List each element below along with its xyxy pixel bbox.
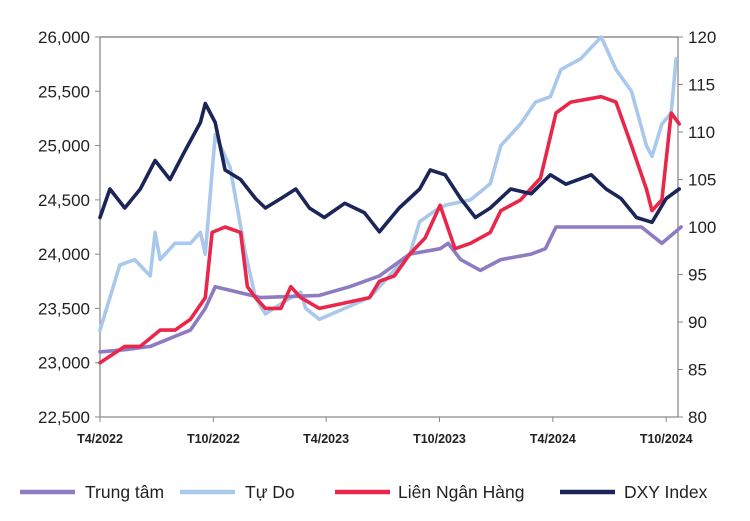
y-tick-label: 25,500	[38, 82, 90, 101]
legend: Tự Do Trung tâm Liên Ngân Hàng DXY Index	[20, 482, 708, 502]
legend-label: Liên Ngân Hàng	[398, 482, 524, 502]
legend-item: Trung tâm	[20, 482, 164, 502]
x-tick-label: T4/2022	[77, 432, 123, 446]
legend-item: DXY Index	[560, 482, 708, 502]
y2-tick-label: 95	[688, 266, 707, 285]
y2-tick-label: 120	[688, 28, 716, 47]
series-line-tự-do	[98, 35, 678, 332]
y-tick-label: 23,000	[38, 354, 90, 373]
legend-label: Tự Do	[245, 482, 295, 502]
y-tick-label: 24,000	[38, 245, 90, 264]
legend-item: Liên Ngân Hàng	[335, 482, 524, 502]
x-tick-label: T10/2023	[413, 432, 466, 446]
x-tick-label: T4/2024	[530, 432, 576, 446]
y-tick-label: 25,000	[38, 137, 90, 156]
x-tick-label: T4/2023	[303, 432, 349, 446]
x-tick-label: T10/2022	[187, 432, 240, 446]
y-tick-label: 26,000	[38, 28, 90, 47]
axes	[95, 36, 683, 422]
y2-tick-label: 90	[688, 313, 707, 332]
tick-labels: 22,500 23,000 23,500 24,000 24,500 25,000 25,5…	[38, 28, 716, 446]
series-lines	[98, 35, 683, 365]
y-tick-label: 24,500	[38, 191, 90, 210]
legend-label: DXY Index	[624, 482, 708, 502]
legend-label: Trung tâm	[85, 482, 164, 502]
y2-tick-label: 110	[688, 123, 715, 142]
y-tick-label: 23,500	[38, 299, 90, 318]
series-line-trung-tâm	[98, 225, 683, 354]
y2-tick-label: 85	[688, 361, 707, 380]
series-line-liên-ngân-hàng	[98, 94, 681, 365]
y2-tick-label: 100	[688, 218, 716, 237]
y-tick-label: 22,500	[38, 408, 90, 427]
y2-tick-label: 105	[688, 171, 716, 190]
series-line-dxy-index	[98, 101, 681, 234]
y2-tick-label: 115	[688, 76, 715, 95]
x-tick-label: T10/2024	[640, 432, 693, 446]
legend-item: Tự Do	[180, 482, 295, 502]
y2-tick-label: 80	[688, 408, 707, 427]
